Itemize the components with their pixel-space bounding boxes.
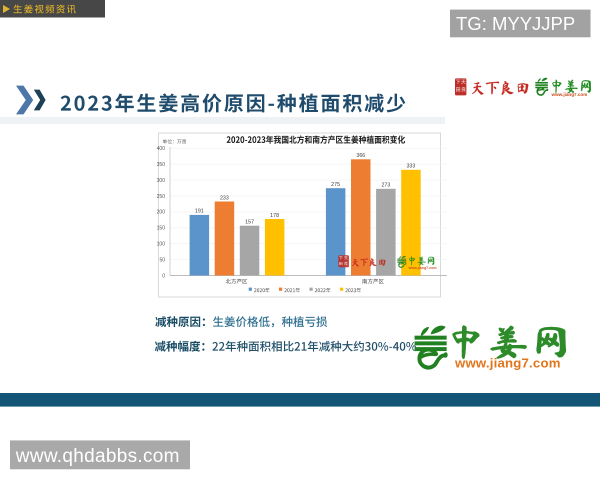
svg-text:157: 157 (245, 220, 254, 226)
svg-text:275: 275 (331, 182, 340, 188)
svg-text:www.jiang7.com: www.jiang7.com (454, 356, 561, 371)
svg-text:178: 178 (270, 213, 279, 219)
svg-text:www.qhdabbs.com: www.qhdabbs.com (15, 446, 180, 467)
svg-text:TG: MYYJJPP: TG: MYYJJPP (456, 13, 575, 34)
svg-text:366: 366 (356, 153, 365, 159)
svg-text:350: 350 (157, 162, 166, 168)
svg-text:50: 50 (159, 257, 165, 263)
svg-text:233: 233 (220, 195, 229, 201)
svg-text:400: 400 (157, 146, 166, 152)
svg-text:100: 100 (157, 242, 166, 248)
svg-text:www.jiang7.com: www.jiang7.com (408, 266, 437, 270)
svg-text:300: 300 (157, 178, 166, 184)
svg-text:www.jiang7.com: www.jiang7.com (551, 92, 588, 97)
svg-text:273: 273 (381, 183, 390, 189)
svg-text:333: 333 (406, 164, 415, 170)
svg-text:200: 200 (157, 210, 166, 216)
svg-text:250: 250 (157, 194, 166, 200)
svg-text:191: 191 (195, 209, 204, 215)
svg-text:0: 0 (162, 273, 165, 279)
svg-text:150: 150 (157, 226, 166, 232)
